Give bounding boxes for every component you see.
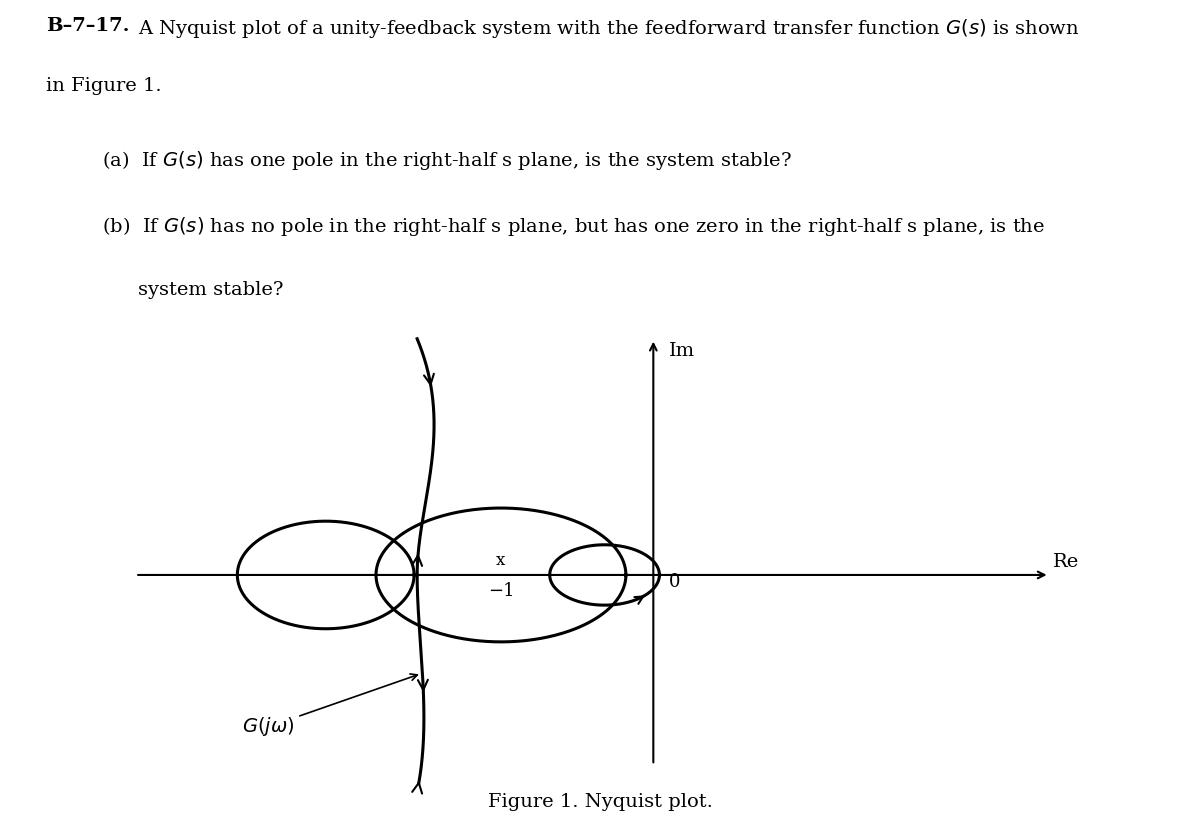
Text: $G(j\omega)$: $G(j\omega)$	[242, 674, 418, 738]
Text: 0: 0	[668, 573, 680, 591]
Text: system stable?: system stable?	[138, 281, 283, 299]
Text: A Nyquist plot of a unity-feedback system with the feedforward transfer function: A Nyquist plot of a unity-feedback syste…	[138, 17, 1080, 40]
Text: x: x	[497, 552, 505, 569]
Text: −1: −1	[487, 582, 515, 600]
Text: Figure 1. Nyquist plot.: Figure 1. Nyquist plot.	[487, 793, 713, 812]
Text: (b)  If $G(s)$ has no pole in the right-half s plane, but has one zero in the ri: (b) If $G(s)$ has no pole in the right-h…	[102, 215, 1045, 238]
Text: B–7–17.: B–7–17.	[46, 17, 130, 35]
Text: Re: Re	[1052, 553, 1079, 571]
Text: (a)  If $G(s)$ has one pole in the right-half s plane, is the system stable?: (a) If $G(s)$ has one pole in the right-…	[102, 149, 792, 172]
Text: Im: Im	[668, 342, 695, 360]
Text: in Figure 1.: in Figure 1.	[46, 77, 161, 95]
